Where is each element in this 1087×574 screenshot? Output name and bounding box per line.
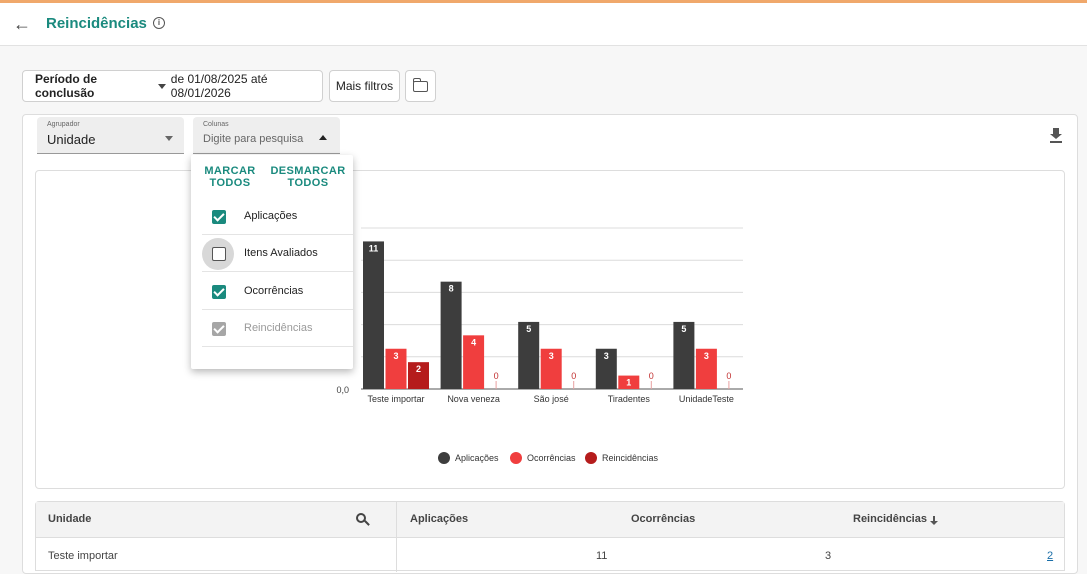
x-tick-label: Tiradentes (608, 394, 651, 404)
column-header-unit[interactable]: Unidade (48, 513, 92, 525)
table-header: Unidade Aplicações Ocorrências Reincidên… (36, 502, 1064, 538)
checkbox-checked-icon[interactable] (212, 285, 226, 299)
bar-value-label: 5 (681, 324, 686, 334)
bar-value-label: 3 (604, 351, 609, 361)
bar-value-label: 5 (526, 324, 531, 334)
folder-icon (412, 77, 428, 92)
group-select-value: Unidade (47, 132, 96, 147)
bar-value-label: 0 (649, 371, 654, 381)
download-icon[interactable] (1049, 127, 1063, 143)
legend-marker (510, 452, 522, 464)
column-option-label: Itens Avaliados (244, 247, 318, 259)
columns-select-label: Colunas (203, 121, 229, 128)
column-divider (396, 502, 397, 572)
chevron-down-icon (165, 136, 173, 141)
bar-value-label: 8 (449, 284, 454, 294)
sort-down-icon[interactable] (929, 516, 939, 526)
x-tick-label: Teste importar (367, 394, 424, 404)
mark-all-button[interactable]: MARCAR TODOS (204, 165, 256, 189)
arrow-left-icon[interactable]: ← (13, 14, 31, 34)
search-icon[interactable] (356, 513, 370, 526)
bar (363, 241, 384, 389)
checkbox-checked-icon[interactable] (212, 210, 226, 224)
legend-marker (585, 452, 597, 464)
x-tick-label: São josé (534, 394, 569, 404)
column-option-ocorrencias[interactable]: Ocorrências (202, 273, 353, 310)
column-option-reincidencias: Reincidências (202, 310, 353, 347)
period-range: de 01/08/2025 até 08/01/2026 (170, 72, 268, 100)
bar (440, 281, 462, 389)
chart-container: 0,0 11 3 2 Teste importar 8 4 0 Nova veneza 5 3 0 Sã… (35, 170, 1065, 489)
bar (595, 348, 617, 389)
column-option-aplicacoes[interactable]: Aplicações (202, 198, 353, 235)
caret-down-icon (157, 83, 166, 89)
bar (673, 321, 695, 389)
legend-marker (438, 452, 450, 464)
bar-value-label: 1 (626, 378, 631, 388)
bar (463, 335, 485, 389)
info-icon[interactable]: i (153, 17, 165, 29)
page-title: Reincidências (46, 15, 147, 32)
bar-value-label: 3 (393, 351, 398, 361)
column-option-label: Reincidências (244, 322, 313, 334)
period-label: Período de conclusão (35, 72, 98, 100)
checkbox-unchecked-icon[interactable] (212, 247, 226, 261)
bar-value-label: 0 (494, 371, 499, 381)
bar-value-label: 3 (704, 351, 709, 361)
column-option-label: Aplicações (244, 210, 298, 222)
bar (518, 321, 540, 389)
bar-value-label: 4 (471, 337, 476, 347)
group-select-label: Agrupador (47, 121, 80, 128)
x-tick-label: UnidadeTeste (679, 394, 734, 404)
column-header-recurrences[interactable]: Reincidências (853, 513, 927, 525)
y-tick-label: 0,0 (336, 385, 349, 395)
bar (385, 348, 407, 389)
results-table: Unidade Aplicações Ocorrências Reincidên… (35, 501, 1065, 572)
checkbox-disabled-icon (212, 322, 226, 336)
more-filters-button[interactable]: Mais filtros (329, 70, 400, 102)
group-select[interactable]: Agrupador Unidade (37, 117, 184, 154)
bar-value-label: 11 (369, 243, 379, 253)
bar-value-label: 3 (549, 351, 554, 361)
bar-value-label: 2 (416, 364, 421, 374)
columns-dropdown: MARCAR TODOS DESMARCAR TODOS Aplicações … (191, 155, 353, 369)
cell-occurrences: 3 (825, 550, 832, 562)
column-option-label: Ocorrências (244, 285, 304, 297)
page-header: ← Reincidências i (0, 3, 1087, 46)
column-header-occurrences[interactable]: Ocorrências (631, 513, 696, 525)
legend-label: Reincidências (602, 453, 659, 463)
legend-label: Ocorrências (527, 453, 576, 463)
unmark-all-button[interactable]: DESMARCAR TODOS (270, 165, 346, 189)
columns-search-input[interactable]: Digite para pesquisa (203, 133, 304, 145)
column-option-itens-avaliados[interactable]: Itens Avaliados (202, 235, 353, 272)
bar (695, 348, 717, 389)
bar (408, 362, 429, 389)
bar-value-label: 0 (726, 371, 731, 381)
top-accent-line (0, 0, 1087, 3)
folder-button[interactable] (405, 70, 436, 102)
x-tick-label: Nova veneza (447, 394, 500, 404)
bar (618, 375, 640, 389)
columns-select[interactable]: Colunas Digite para pesquisa (193, 117, 340, 154)
period-filter-button[interactable]: Período de conclusão de 01/08/2025 até 0… (22, 70, 323, 102)
legend-label: Aplicações (455, 453, 499, 463)
cell-applications: 11 (596, 550, 608, 562)
column-header-applications[interactable]: Aplicações (410, 513, 469, 525)
bar-value-label: 0 (571, 371, 576, 381)
chevron-up-icon (319, 135, 327, 140)
cell-unit: Teste importar (48, 550, 118, 562)
cell-recurrences-link[interactable]: 2 (1047, 550, 1054, 562)
bar (540, 348, 562, 389)
bar-chart: 0,0 11 3 2 Teste importar 8 4 0 Nova veneza 5 3 0 Sã… (336, 227, 743, 464)
